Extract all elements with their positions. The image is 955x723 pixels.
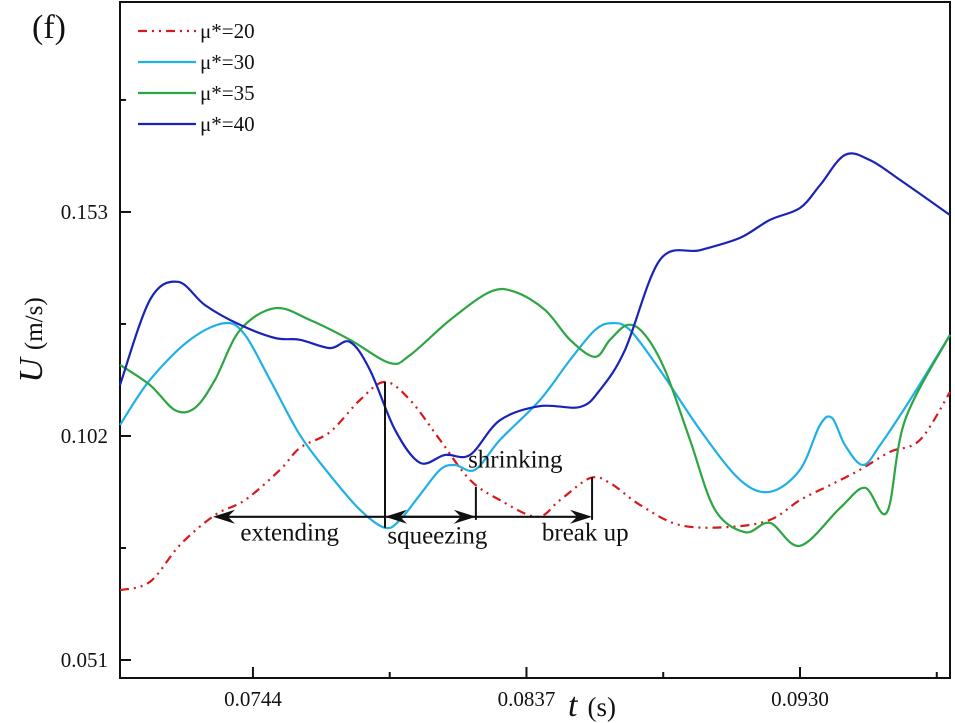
panel-label: (f) <box>32 9 66 46</box>
series-group <box>118 152 951 592</box>
y-axis-unit: (m/s) <box>21 297 48 350</box>
x-axis-unit: (s) <box>587 692 616 722</box>
phase-label: break up <box>542 520 629 547</box>
x-axis-label: t (s) <box>568 687 616 723</box>
legend: μ*=20 μ*=30 μ*=35 μ*=40 <box>138 19 255 136</box>
annotations: extending squeezing shrinking break up <box>212 381 629 550</box>
arrowhead-icon <box>212 509 235 524</box>
y-tick-label: 0.153 <box>61 200 108 224</box>
series-line-35 <box>119 287 951 547</box>
x-tick-label: 0.0930 <box>771 687 829 711</box>
legend-label: μ*=20 <box>200 19 255 43</box>
axes: 0.0744 0.0837 0.0930 0.051 0.102 0.153 <box>61 1 951 711</box>
x-tick-label: 0.0837 <box>498 687 556 711</box>
phase-label: shrinking <box>468 447 563 474</box>
arrowhead-icon <box>385 509 407 524</box>
legend-label: μ*=30 <box>200 50 255 74</box>
series-line-20 <box>119 380 951 592</box>
legend-label: μ*=40 <box>200 112 255 136</box>
phase-label: extending <box>240 520 339 547</box>
series-line-40 <box>118 152 951 465</box>
y-tick-label: 0.051 <box>61 648 108 672</box>
legend-label: μ*=35 <box>200 81 255 105</box>
y-axis-symbol: U <box>13 356 50 383</box>
x-axis-symbol: t <box>568 687 579 723</box>
y-tick-label: 0.102 <box>61 424 108 448</box>
arrowhead-icon <box>570 509 593 524</box>
y-axis-label: U (m/s) <box>13 297 50 382</box>
plot-frame <box>119 1 951 679</box>
series-line-30 <box>119 321 951 530</box>
phase-label: squeezing <box>387 523 487 550</box>
x-tick-label: 0.0744 <box>224 687 282 711</box>
